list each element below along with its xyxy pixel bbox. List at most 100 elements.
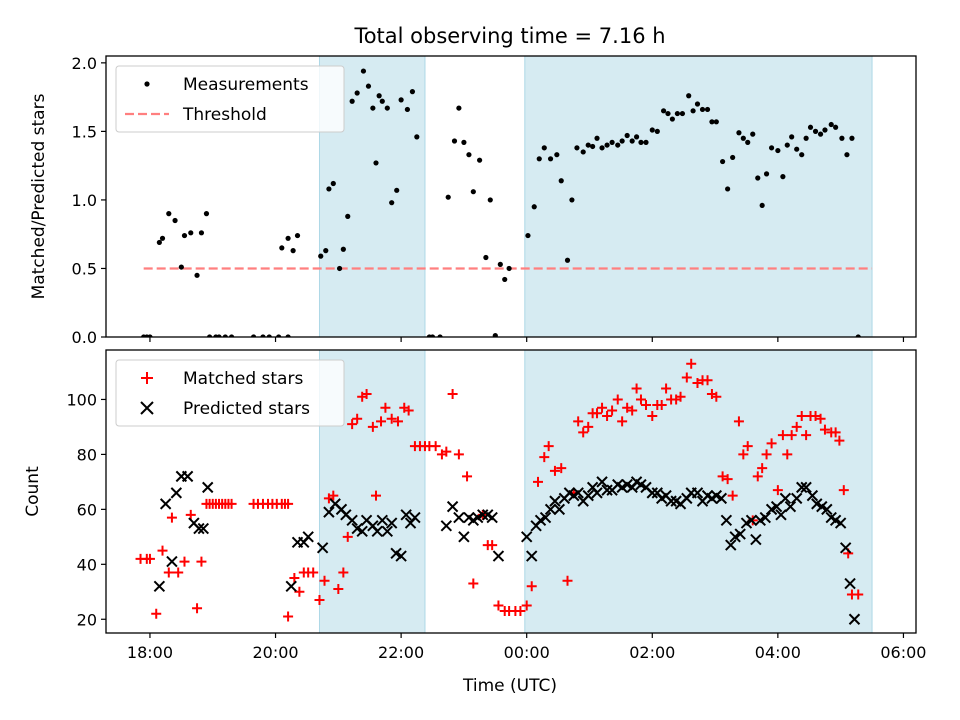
- x-tick-label: 00:00: [504, 643, 550, 662]
- bottom-point: [515, 606, 526, 617]
- bottom-point: [601, 484, 613, 496]
- bottom-y-axis-label: Count: [23, 466, 43, 517]
- top-point: [839, 135, 845, 141]
- bottom-point: [853, 589, 864, 600]
- x-tick-label: 06:00: [880, 643, 926, 662]
- top-point: [326, 186, 332, 192]
- bottom-point: [692, 377, 703, 388]
- top-point: [649, 127, 655, 133]
- bottom-point: [647, 410, 658, 421]
- top-point: [497, 261, 503, 267]
- bottom-point: [347, 419, 358, 430]
- bottom-point: [477, 509, 489, 521]
- bottom-point: [197, 522, 210, 535]
- bottom-point: [302, 531, 314, 543]
- top-point: [349, 98, 355, 104]
- bottom-point: [395, 550, 407, 562]
- top-y-tick-label: 0.5: [72, 259, 97, 278]
- top-point: [354, 90, 360, 96]
- top-y-tick-label: 1.5: [72, 122, 97, 141]
- bottom-point: [144, 553, 155, 564]
- bottom-point: [766, 438, 777, 449]
- bottom-point: [838, 485, 849, 496]
- bottom-point: [492, 550, 505, 562]
- top-point: [404, 106, 410, 113]
- top-point: [674, 110, 680, 117]
- top-point: [679, 110, 686, 117]
- top-point: [803, 135, 809, 141]
- bottom-point: [380, 402, 391, 413]
- bottom-point: [462, 471, 473, 482]
- bottom-point: [157, 545, 168, 556]
- top-point: [849, 135, 855, 141]
- top-point: [725, 186, 731, 192]
- bottom-point: [786, 430, 797, 441]
- top-y-axis-label: Matched/Predicted stars: [29, 93, 49, 299]
- top-y-tick-label: 1.0: [72, 191, 97, 210]
- bottom-point: [702, 375, 713, 386]
- top-point: [619, 138, 625, 144]
- bottom-point: [166, 555, 178, 568]
- chart-title: Total observing time = 7.16 h: [353, 24, 665, 48]
- bottom-point: [742, 441, 753, 452]
- bottom-point: [665, 495, 677, 507]
- bottom-point: [834, 517, 847, 529]
- bottom-point: [446, 500, 459, 513]
- top-point: [799, 152, 805, 158]
- bottom-point: [283, 611, 294, 622]
- top-y-tick-label: 0.0: [72, 328, 97, 347]
- bottom-point: [179, 556, 190, 567]
- bottom-point: [381, 525, 394, 538]
- bottom-point: [553, 503, 566, 516]
- bottom-point: [338, 567, 349, 578]
- bottom-point: [834, 435, 845, 446]
- top-point: [194, 272, 200, 278]
- top-point: [502, 276, 508, 283]
- bottom-point: [597, 402, 608, 413]
- top-point: [755, 175, 761, 181]
- legend-marker-matched-stars: [141, 372, 153, 384]
- bottom-point: [376, 514, 388, 527]
- top-point: [643, 139, 649, 145]
- bottom-point: [592, 408, 603, 419]
- top-point: [409, 89, 416, 95]
- top-point: [536, 156, 542, 162]
- bottom-point: [800, 481, 812, 494]
- bottom-point: [202, 481, 214, 494]
- top-point: [492, 333, 498, 337]
- top-point: [713, 119, 719, 125]
- bottom-point: [226, 498, 237, 509]
- top-point: [844, 152, 850, 158]
- top-point: [203, 211, 210, 217]
- bottom-point: [520, 531, 533, 543]
- top-point: [181, 232, 188, 239]
- bottom-y-tick-label: 100: [66, 390, 97, 409]
- legend-marker-predicted-stars: [140, 401, 154, 415]
- bottom-point: [539, 511, 552, 524]
- bottom-point: [596, 476, 608, 488]
- bottom-axes-frame: [105, 349, 917, 634]
- bottom-point: [801, 430, 812, 441]
- top-point: [365, 83, 372, 89]
- x-tick-label: 22:00: [378, 643, 424, 662]
- bottom-point: [385, 517, 398, 529]
- top-point: [445, 194, 451, 200]
- top-point: [594, 135, 600, 141]
- top-point: [665, 110, 671, 117]
- bottom-point: [185, 509, 196, 520]
- bottom-point: [539, 452, 550, 463]
- top-point: [198, 230, 205, 236]
- top-point: [398, 97, 404, 103]
- bottom-point: [631, 383, 642, 394]
- top-point: [768, 145, 775, 151]
- legend-label-predicted-stars: Predicted stars: [183, 399, 310, 419]
- bottom-point: [617, 416, 628, 427]
- top-point: [720, 158, 726, 165]
- bottom-point: [403, 405, 414, 416]
- top-point: [470, 189, 476, 195]
- top-point: [318, 253, 324, 259]
- bottom-y-tick-label: 60: [77, 500, 97, 519]
- bottom-point: [722, 474, 733, 485]
- top-point: [775, 147, 781, 154]
